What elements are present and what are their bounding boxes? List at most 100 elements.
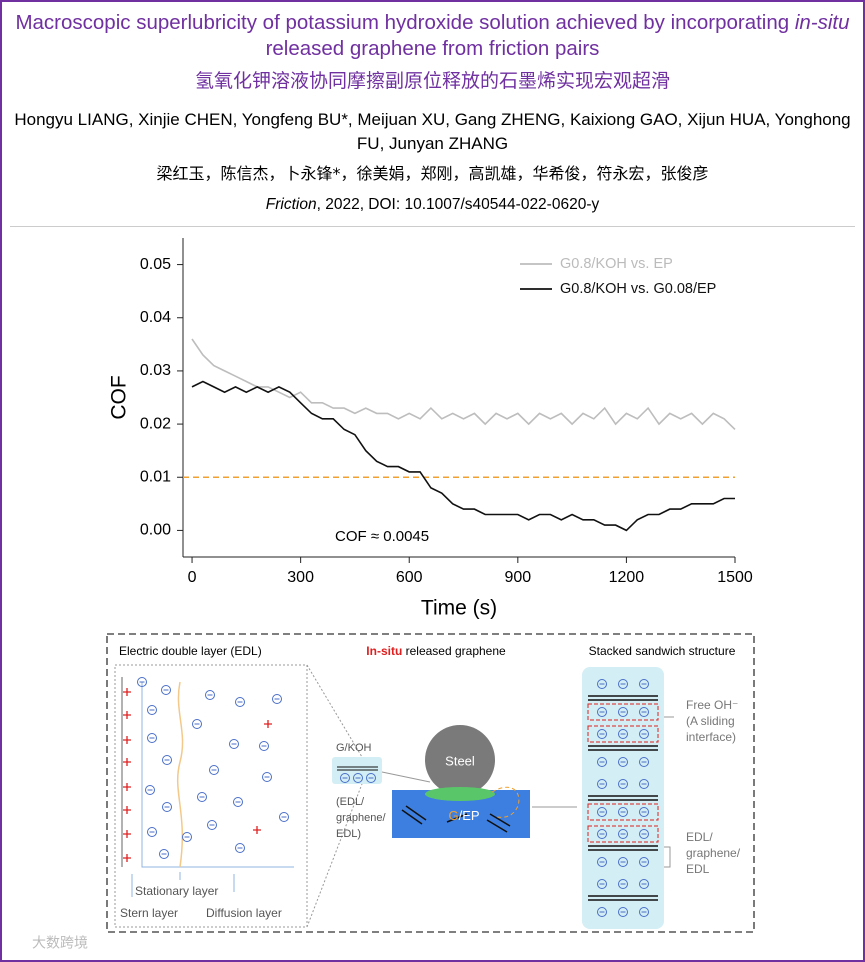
anion <box>147 733 157 743</box>
anion <box>145 785 155 795</box>
title-red: In-situ <box>366 644 402 658</box>
anion <box>197 792 207 802</box>
title: Macroscopic superlubricity of potassium … <box>12 10 853 62</box>
anion <box>639 907 649 917</box>
sliding-box <box>587 725 659 743</box>
stern-layer <box>141 682 294 868</box>
anion <box>597 729 607 739</box>
label: G/KOH <box>336 742 372 754</box>
annotation: COF ≈ 0.0045 <box>335 528 429 545</box>
anion <box>366 773 376 783</box>
title-italic: in-situ <box>794 11 850 34</box>
y-tick-label: 0.01 <box>140 468 171 485</box>
bracket <box>664 716 674 868</box>
title-text: released graphene from friction pairs <box>265 37 600 60</box>
cation <box>123 854 131 862</box>
anion <box>161 685 171 695</box>
anion <box>597 857 607 867</box>
series-line <box>191 338 736 430</box>
anion <box>618 879 628 889</box>
cation <box>123 688 131 696</box>
y-axis-label: COF <box>108 375 131 419</box>
anion <box>192 719 202 729</box>
anion <box>162 802 172 812</box>
graphene-flakes <box>401 805 511 833</box>
anion <box>639 779 649 789</box>
panel-title: In-situ released graphene <box>366 644 506 658</box>
anion <box>159 849 169 859</box>
anion <box>618 807 628 817</box>
anion <box>205 690 215 700</box>
separator <box>10 226 855 227</box>
anion <box>207 820 217 830</box>
label: Stern layer <box>120 906 178 920</box>
y-tick-label: 0.05 <box>140 256 171 273</box>
anion <box>147 705 157 715</box>
x-tick-label: 300 <box>287 569 314 586</box>
anion <box>639 807 649 817</box>
series-line <box>191 380 735 532</box>
anion <box>639 757 649 767</box>
journal: Friction <box>265 196 317 213</box>
anion <box>618 907 628 917</box>
x-axis-label: Time (s) <box>421 597 497 620</box>
anion <box>618 779 628 789</box>
label: (A sliding <box>686 714 735 728</box>
title-rest: released graphene <box>402 644 506 658</box>
label: Diffusion layer <box>206 906 282 920</box>
label: Stationary layer <box>135 884 218 898</box>
cation <box>123 711 131 719</box>
anion <box>597 829 607 839</box>
anion <box>597 707 607 717</box>
cation <box>123 806 131 814</box>
citation: Friction, 2022, DOI: 10.1007/s40544-022-… <box>12 196 853 214</box>
slip-plane <box>176 681 184 868</box>
panel-title: Electric double layer (EDL) <box>119 644 262 658</box>
label: interface) <box>686 730 736 744</box>
anion <box>597 779 607 789</box>
watermark: 大数跨境 <box>32 935 88 951</box>
y-tick-label: 0.02 <box>140 415 171 432</box>
cation <box>123 758 131 766</box>
anion <box>618 829 628 839</box>
anion <box>272 694 282 704</box>
panel-title: Stacked sandwich structure <box>589 644 736 658</box>
label: graphene/ <box>686 846 741 860</box>
anion <box>597 807 607 817</box>
anion <box>597 679 607 689</box>
title-text: Macroscopic superlubricity of potassium … <box>15 11 795 34</box>
title-cn: 氢氧化钾溶液协同摩擦副原位释放的石墨烯实现宏观超滑 <box>194 70 670 92</box>
anion <box>259 741 269 751</box>
cation <box>123 783 131 791</box>
anion <box>639 829 649 839</box>
x-tick-label: 1200 <box>609 569 645 586</box>
anion <box>229 739 239 749</box>
sliding-box <box>587 825 659 843</box>
label: Steel <box>445 753 475 768</box>
anion <box>639 879 649 889</box>
sliding-box <box>587 703 659 721</box>
sliding-box <box>587 803 659 821</box>
cation <box>264 720 272 728</box>
zoom-line <box>306 664 363 758</box>
x-tick-label: 900 <box>504 569 531 586</box>
anion <box>597 879 607 889</box>
stack-column <box>582 667 664 929</box>
cation <box>123 736 131 744</box>
diagram-frame <box>106 633 755 933</box>
label: EDL/ <box>686 830 713 844</box>
cation <box>123 830 131 838</box>
zoom-line <box>306 783 363 928</box>
anion <box>209 765 219 775</box>
anion <box>618 679 628 689</box>
anion <box>182 832 192 842</box>
label: Free OH⁻ <box>686 698 738 712</box>
authors: Hongyu LIANG, Xinjie CHEN, Yongfeng BU*,… <box>14 110 851 153</box>
legend-label: G0.8/KOH vs. G0.08/EP <box>560 281 716 297</box>
anion <box>618 757 628 767</box>
label: (EDL/ <box>336 796 365 808</box>
anion <box>353 773 363 783</box>
anion <box>233 797 243 807</box>
